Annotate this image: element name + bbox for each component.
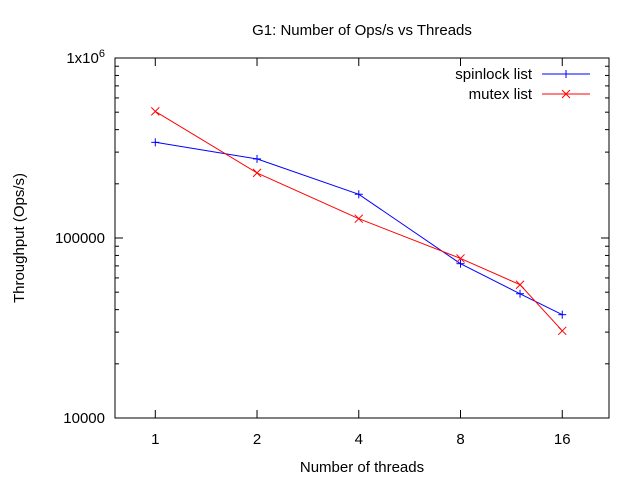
x-tick-label: 1 xyxy=(151,431,159,448)
x-tick-label: 2 xyxy=(253,431,261,448)
legend: spinlock list mutex list xyxy=(455,66,590,103)
x-tick-label: 8 xyxy=(456,431,464,448)
legend-label: mutex list xyxy=(469,86,533,103)
plot-frame xyxy=(115,58,609,418)
chart-title: G1: Number of Ops/s vs Threads xyxy=(252,22,472,39)
x-axis-ticks: 1 2 4 8 16 xyxy=(151,58,570,448)
series-layer xyxy=(151,107,566,334)
x-tick-label: 16 xyxy=(554,431,571,448)
x-tick-label: 4 xyxy=(355,431,363,448)
series-line xyxy=(155,111,562,330)
data-point xyxy=(355,215,363,223)
data-point xyxy=(151,138,159,146)
data-point xyxy=(558,311,566,319)
data-point xyxy=(151,107,159,115)
data-point xyxy=(516,290,524,298)
series-line xyxy=(155,142,562,314)
data-point xyxy=(253,155,261,163)
y-tick-label: 1x106 xyxy=(66,48,105,67)
data-point xyxy=(355,190,363,198)
y-tick-label: 10000 xyxy=(63,410,105,427)
data-point xyxy=(558,327,566,335)
data-point xyxy=(516,281,524,289)
data-point xyxy=(253,169,261,177)
y-axis-label: Throughput (Ops/s) xyxy=(11,173,28,303)
legend-label: spinlock list xyxy=(455,66,533,83)
y-axis-ticks: 10000 100000 1x106 xyxy=(55,48,609,427)
y-tick-label: 100000 xyxy=(55,230,105,247)
legend-marker xyxy=(562,70,570,78)
x-axis-label: Number of threads xyxy=(300,459,424,476)
